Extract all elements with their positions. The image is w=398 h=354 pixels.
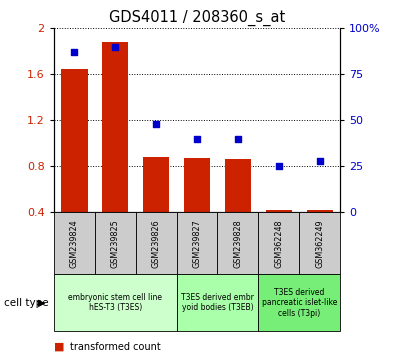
Text: GSM362248: GSM362248	[274, 219, 283, 268]
Bar	[143, 157, 170, 212]
Text: T3ES derived
pancreatic islet-like
cells (T3pi): T3ES derived pancreatic islet-like cells…	[261, 288, 337, 318]
Bar	[306, 210, 333, 212]
Point	[71, 50, 77, 55]
Text: ■: ■	[54, 342, 64, 352]
Bar	[258, 212, 299, 274]
Title: GDS4011 / 208360_s_at: GDS4011 / 208360_s_at	[109, 9, 285, 25]
Point	[276, 164, 282, 169]
Text: T3ES derived embr
yoid bodies (T3EB): T3ES derived embr yoid bodies (T3EB)	[181, 293, 254, 312]
Bar	[184, 158, 210, 212]
Bar	[61, 69, 88, 212]
Text: transformed count: transformed count	[70, 342, 160, 352]
Point	[235, 136, 241, 142]
Text: cell type: cell type	[4, 298, 49, 308]
Point	[194, 136, 200, 142]
Bar	[299, 212, 340, 274]
Text: GSM239826: GSM239826	[152, 219, 160, 268]
Bar	[177, 274, 258, 331]
Bar	[95, 212, 136, 274]
Bar	[258, 274, 340, 331]
Text: GSM239827: GSM239827	[193, 219, 201, 268]
Bar	[177, 212, 217, 274]
Text: GSM239825: GSM239825	[111, 219, 120, 268]
Bar	[265, 210, 292, 212]
Point	[112, 44, 118, 50]
Bar	[217, 212, 258, 274]
Bar	[102, 42, 129, 212]
Text: GSM362249: GSM362249	[315, 219, 324, 268]
Point	[153, 121, 159, 127]
Text: GSM239828: GSM239828	[234, 219, 242, 268]
Bar	[54, 274, 177, 331]
Text: ▶: ▶	[38, 298, 45, 308]
Bar	[224, 160, 251, 212]
Bar	[136, 212, 177, 274]
Point	[317, 158, 323, 164]
Text: embryonic stem cell line
hES-T3 (T3ES): embryonic stem cell line hES-T3 (T3ES)	[68, 293, 162, 312]
Bar	[54, 212, 95, 274]
Text: GSM239824: GSM239824	[70, 219, 79, 268]
